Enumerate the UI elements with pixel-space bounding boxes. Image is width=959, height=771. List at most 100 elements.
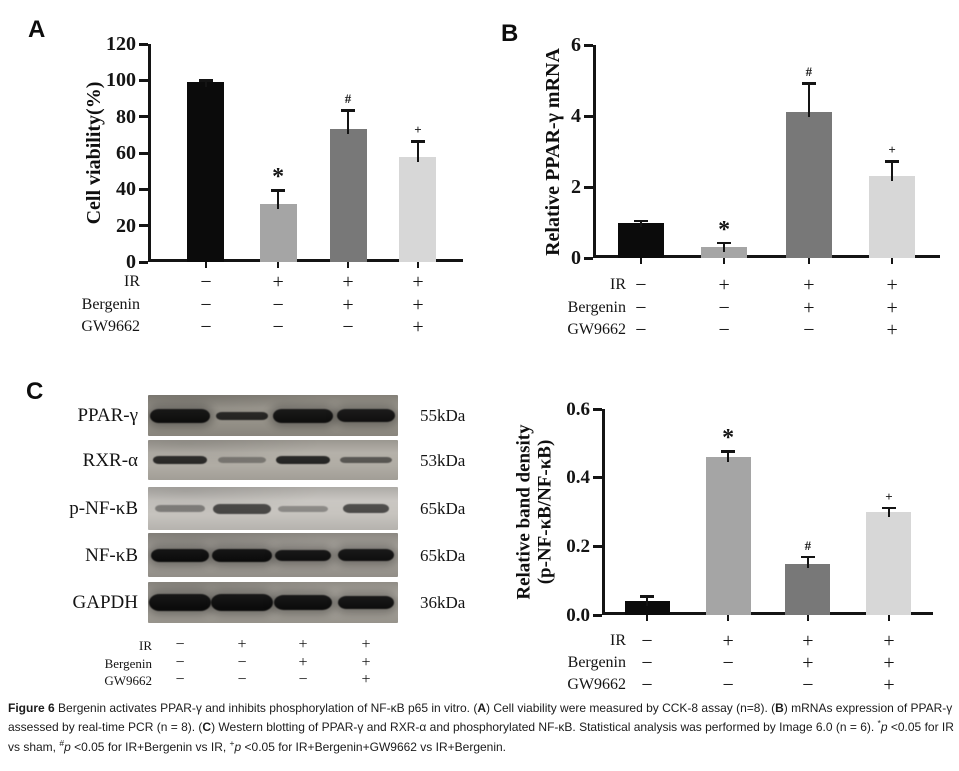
blot-band [278,505,328,512]
error-bar [807,82,810,118]
blot-band [340,457,392,463]
molecular-weight-label: 36kDa [420,593,466,612]
y-tick-mark [139,78,148,82]
blot-row-label: NF-κB [85,544,138,566]
treatment-symbol: + [272,271,284,293]
error-bar [416,140,419,162]
y-tick-label: 6 [571,34,581,56]
treatment-symbol: − [635,297,647,319]
bar [701,247,748,258]
error-bar-cap [721,450,736,453]
caption-segment: + [229,737,235,748]
error-bar-cap [885,160,900,163]
treatment-symbol: − [641,674,653,696]
blot-band [151,548,209,562]
y-tick-mark [584,185,593,189]
treatment-symbol: + [298,636,308,654]
y-tick-label: 0.6 [566,398,590,420]
y-tick-mark [139,260,148,264]
y-tick-mark [593,613,602,617]
treatment-symbol: + [298,654,308,672]
blot-row-label: PPAR-γ [77,405,138,426]
blot-strip [148,487,398,530]
bar [399,156,437,262]
treatment-symbol: + [883,652,895,674]
treatment-symbol: + [361,654,371,672]
error-bar-cap [717,241,732,245]
x-tick-mark [806,615,810,621]
blot-strip [148,582,398,623]
treatment-symbol: + [342,294,354,316]
y-tick-mark [139,115,148,119]
bar [705,457,751,615]
y-tick-mark [139,224,148,228]
y-tick-mark [139,187,148,191]
treatment-symbol: − [635,274,647,296]
caption-segment: Bergenin activates PPAR-γ and inhibits p… [58,701,478,715]
error-bar [727,450,730,463]
treatment-symbol: + [722,630,734,652]
treatment-row-label: Bergenin [567,299,626,317]
treatment-symbol: − [175,636,185,654]
blot-row-label: GAPDH [72,592,138,613]
significance-symbol: * [718,216,731,243]
treatment-symbol: − [200,294,212,316]
x-tick-mark [416,262,420,268]
blot-band [149,594,211,611]
blot-band [338,549,394,561]
caption-segment: <0.05 for IR+Bergenin+GW9662 vs IR+Berge… [241,739,507,754]
blot-strip [148,395,398,436]
caption-segment: C [202,720,212,735]
blot-band [276,456,330,464]
caption-segment: <0.05 for IR vs sham, [8,720,954,754]
caption-segment: Figure 6 [8,701,59,715]
error-bar [204,79,207,88]
x-tick-mark [726,615,730,621]
treatment-symbol: + [361,636,371,654]
y-tick-label: 0 [571,247,581,269]
y-tick-mark [139,42,148,46]
treatment-row-label: IR [610,276,626,294]
error-bar-cap [801,82,816,85]
panel-b-letter: B [501,20,519,47]
caption-segment: ) Cell viability were measured by CCK-8 … [486,701,776,715]
molecular-weight-label: 65kDa [420,499,466,518]
blot-band [218,457,266,463]
y-tick-label: 20 [116,214,136,237]
error-bar-cap [410,140,425,143]
figure-caption: Figure 6 Bergenin activates PPAR-γ and i… [8,700,954,756]
treatment-symbol: − [272,316,284,338]
treatment-row-label: IR [139,637,152,653]
y-tick-label: 60 [116,142,136,164]
x-tick-mark [645,615,649,621]
treatment-row-label: Bergenin [567,654,626,672]
treatment-row-label: IR [610,632,626,650]
treatment-symbol: + [361,671,371,689]
treatment-row-label: Bergenin [81,296,140,314]
error-bar [277,189,280,209]
plot-area [148,44,463,262]
error-bar-cap [271,189,286,192]
treatment-row-label: IR [124,273,140,291]
treatment-symbol: + [342,271,354,293]
treatment-symbol: + [412,271,424,293]
blot-band [274,595,332,610]
blot-band [153,456,207,464]
blot-band [343,504,389,513]
bar [785,112,832,258]
plot-area [593,45,940,258]
significance-symbol: + [888,142,896,158]
bar [785,563,831,615]
blot-band [275,549,331,561]
blot-band [155,505,205,512]
panel-a-letter: A [28,16,46,43]
treatment-symbol: − [200,271,212,293]
y-tick-mark [593,476,602,480]
y-tick-mark [139,151,148,155]
y-tick-label: 0.0 [566,604,590,626]
caption-segment: A [477,701,487,715]
error-bar [723,241,726,253]
